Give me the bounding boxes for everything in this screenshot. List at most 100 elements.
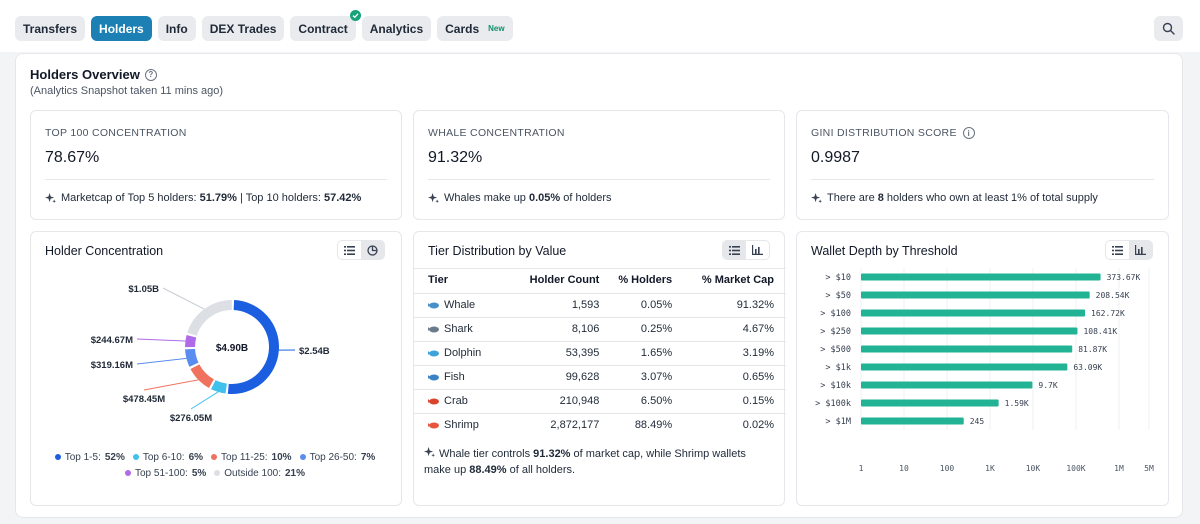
chart-legend: Top 1-5: 52% Top 6-10: 6% Top 11-25: 10% Top 2… xyxy=(54,449,376,481)
crab-icon xyxy=(428,398,439,405)
legend-value: 10% xyxy=(271,451,292,463)
tab-holders[interactable]: Holders xyxy=(91,16,152,41)
legend-value: 7% xyxy=(360,451,376,463)
overview-title: Holders Overview ? xyxy=(30,67,157,82)
dolphin-icon xyxy=(428,350,439,357)
slice-leader-line xyxy=(190,391,219,410)
view-toggle xyxy=(337,240,385,260)
tab-label: Transfers xyxy=(23,21,78,36)
legend-item[interactable]: Top 51-100: 5% xyxy=(124,467,207,479)
slice-value-label: $276.05M xyxy=(170,413,212,424)
x-tick-label: 1K xyxy=(985,464,995,473)
sparkle-icon xyxy=(424,447,435,458)
wallet-depth-card: Wallet Depth by Threshold 1 10 100 1K 10K 100… xyxy=(796,231,1169,506)
stat-note: Whales make up 0.05% of holders xyxy=(428,192,612,204)
list-icon xyxy=(729,245,740,255)
bar-data-label: 9.7K xyxy=(1038,381,1057,390)
legend-label: Top 26-50: xyxy=(309,451,357,463)
pct-holders-cell: 0.25% xyxy=(599,316,673,341)
holder-count-cell: 1,593 xyxy=(505,292,600,317)
threshold-bar xyxy=(861,363,1068,371)
pie-view-button[interactable] xyxy=(361,241,384,259)
note-text: There are xyxy=(827,192,878,204)
note-strong: 8 xyxy=(877,192,884,204)
y-category-label: > $250 xyxy=(820,327,851,337)
tab-info[interactable]: Info xyxy=(157,16,196,41)
tab-transfers[interactable]: Transfers xyxy=(15,16,86,41)
y-category-label: > $1k xyxy=(825,363,851,373)
threshold-bar xyxy=(861,327,1078,335)
legend-item[interactable]: Outside 100: 21% xyxy=(214,468,305,479)
threshold-bar xyxy=(861,417,964,425)
tab-label: Contract xyxy=(298,21,348,36)
table-header-row: Tier Holder Count % Holders % Market Cap xyxy=(414,268,786,293)
info-icon[interactable]: i xyxy=(962,127,975,139)
donut-slice xyxy=(184,334,197,348)
tier-cell: Whale xyxy=(414,292,506,317)
threshold-bar xyxy=(861,399,999,407)
holder-count-cell: 210,948 xyxy=(505,388,600,413)
threshold-bar xyxy=(861,309,1086,317)
list-view-button[interactable] xyxy=(1106,241,1129,259)
legend-item[interactable]: Top 1-5: 52% xyxy=(54,452,125,463)
table-row: Shark 8,106 0.25% 4.67% xyxy=(414,316,786,341)
stat-label: TOP 100 CONCENTRATION xyxy=(45,127,187,139)
tab-cards[interactable]: Cards New xyxy=(437,16,513,41)
note-text: Whales make up xyxy=(444,192,529,204)
table-row: Shrimp 2,872,177 88.49% 0.02% xyxy=(414,412,786,437)
y-category-label: > $10k xyxy=(820,381,851,391)
snapshot-subtitle: (Analytics Snapshot taken 11 mins ago) xyxy=(30,85,224,97)
bar-data-label: 108.41K xyxy=(1083,327,1117,336)
tab-analytics[interactable]: Analytics xyxy=(361,16,432,41)
card-title: Tier Distribution by Value xyxy=(428,244,567,258)
legend-value: 5% xyxy=(191,467,207,479)
donut-slice xyxy=(185,348,199,367)
legend-item[interactable]: Top 6-10: 6% xyxy=(132,451,204,463)
pct-holders-cell: 1.65% xyxy=(599,340,673,365)
legend-value: 6% xyxy=(188,451,204,463)
verified-check-icon xyxy=(349,10,361,21)
help-icon[interactable]: ? xyxy=(144,68,157,81)
view-toggle xyxy=(1105,240,1153,260)
card-title: Holder Concentration xyxy=(45,244,164,258)
shrimp-icon xyxy=(428,422,439,429)
pct-market-cap-cell: 3.19% xyxy=(672,340,786,365)
pct-market-cap-cell: 0.65% xyxy=(672,364,786,389)
note-strong: 57.42% xyxy=(323,192,362,204)
legend-swatch xyxy=(132,454,139,460)
tab-contract[interactable]: Contract xyxy=(290,10,361,41)
pie-chart-icon xyxy=(367,244,378,256)
note-strong: 51.79% xyxy=(199,192,237,204)
view-toggle xyxy=(722,240,770,260)
holders-overview-panel: Holders Overview ? (Analytics Snapshot t… xyxy=(15,53,1183,518)
pct-holders-cell: 3.07% xyxy=(599,364,673,389)
sparkle-icon xyxy=(45,192,56,203)
search-button[interactable] xyxy=(1154,16,1183,41)
holder-count-cell: 53,395 xyxy=(505,340,600,365)
x-tick-label: 10 xyxy=(899,464,909,473)
bar-chart-icon xyxy=(752,245,763,255)
column-header-tier: Tier xyxy=(428,274,448,287)
bar-view-button[interactable] xyxy=(1129,241,1152,259)
list-view-button[interactable] xyxy=(723,241,746,259)
wallet-depth-bar-chart: 1 10 100 1K 10K 100K 1M 5M > $10 373.67K > $50 208.… xyxy=(815,268,1154,473)
x-tick-label: 100K xyxy=(1066,464,1085,473)
tier-name: Fish xyxy=(444,371,465,383)
legend-item[interactable]: Top 26-50: 7% xyxy=(299,451,376,463)
stat-label-text: GINI DISTRIBUTION SCORE xyxy=(811,127,957,139)
stat-value: 78.67% xyxy=(45,149,100,166)
threshold-bar xyxy=(861,273,1101,281)
list-icon xyxy=(344,245,355,255)
bar-view-button[interactable] xyxy=(746,241,769,259)
legend-item[interactable]: Top 11-25: 10% xyxy=(211,452,292,463)
list-view-button[interactable] xyxy=(338,241,361,259)
table-row: Whale 1,593 0.05% 91.32% xyxy=(414,292,786,317)
tier-distribution-card: Tier Distribution by Value Tier Holder C… xyxy=(413,231,786,506)
tier-cell: Dolphin xyxy=(414,340,506,365)
bar-chart-icon xyxy=(1135,245,1146,255)
donut-center-total: $4.90B xyxy=(216,343,248,354)
tab-label: Info xyxy=(165,21,188,36)
tier-cell: Shark xyxy=(414,316,506,341)
note-text: Marketcap of Top 5 holders: xyxy=(61,192,200,204)
tab-dex-trades[interactable]: DEX Trades xyxy=(201,16,285,41)
